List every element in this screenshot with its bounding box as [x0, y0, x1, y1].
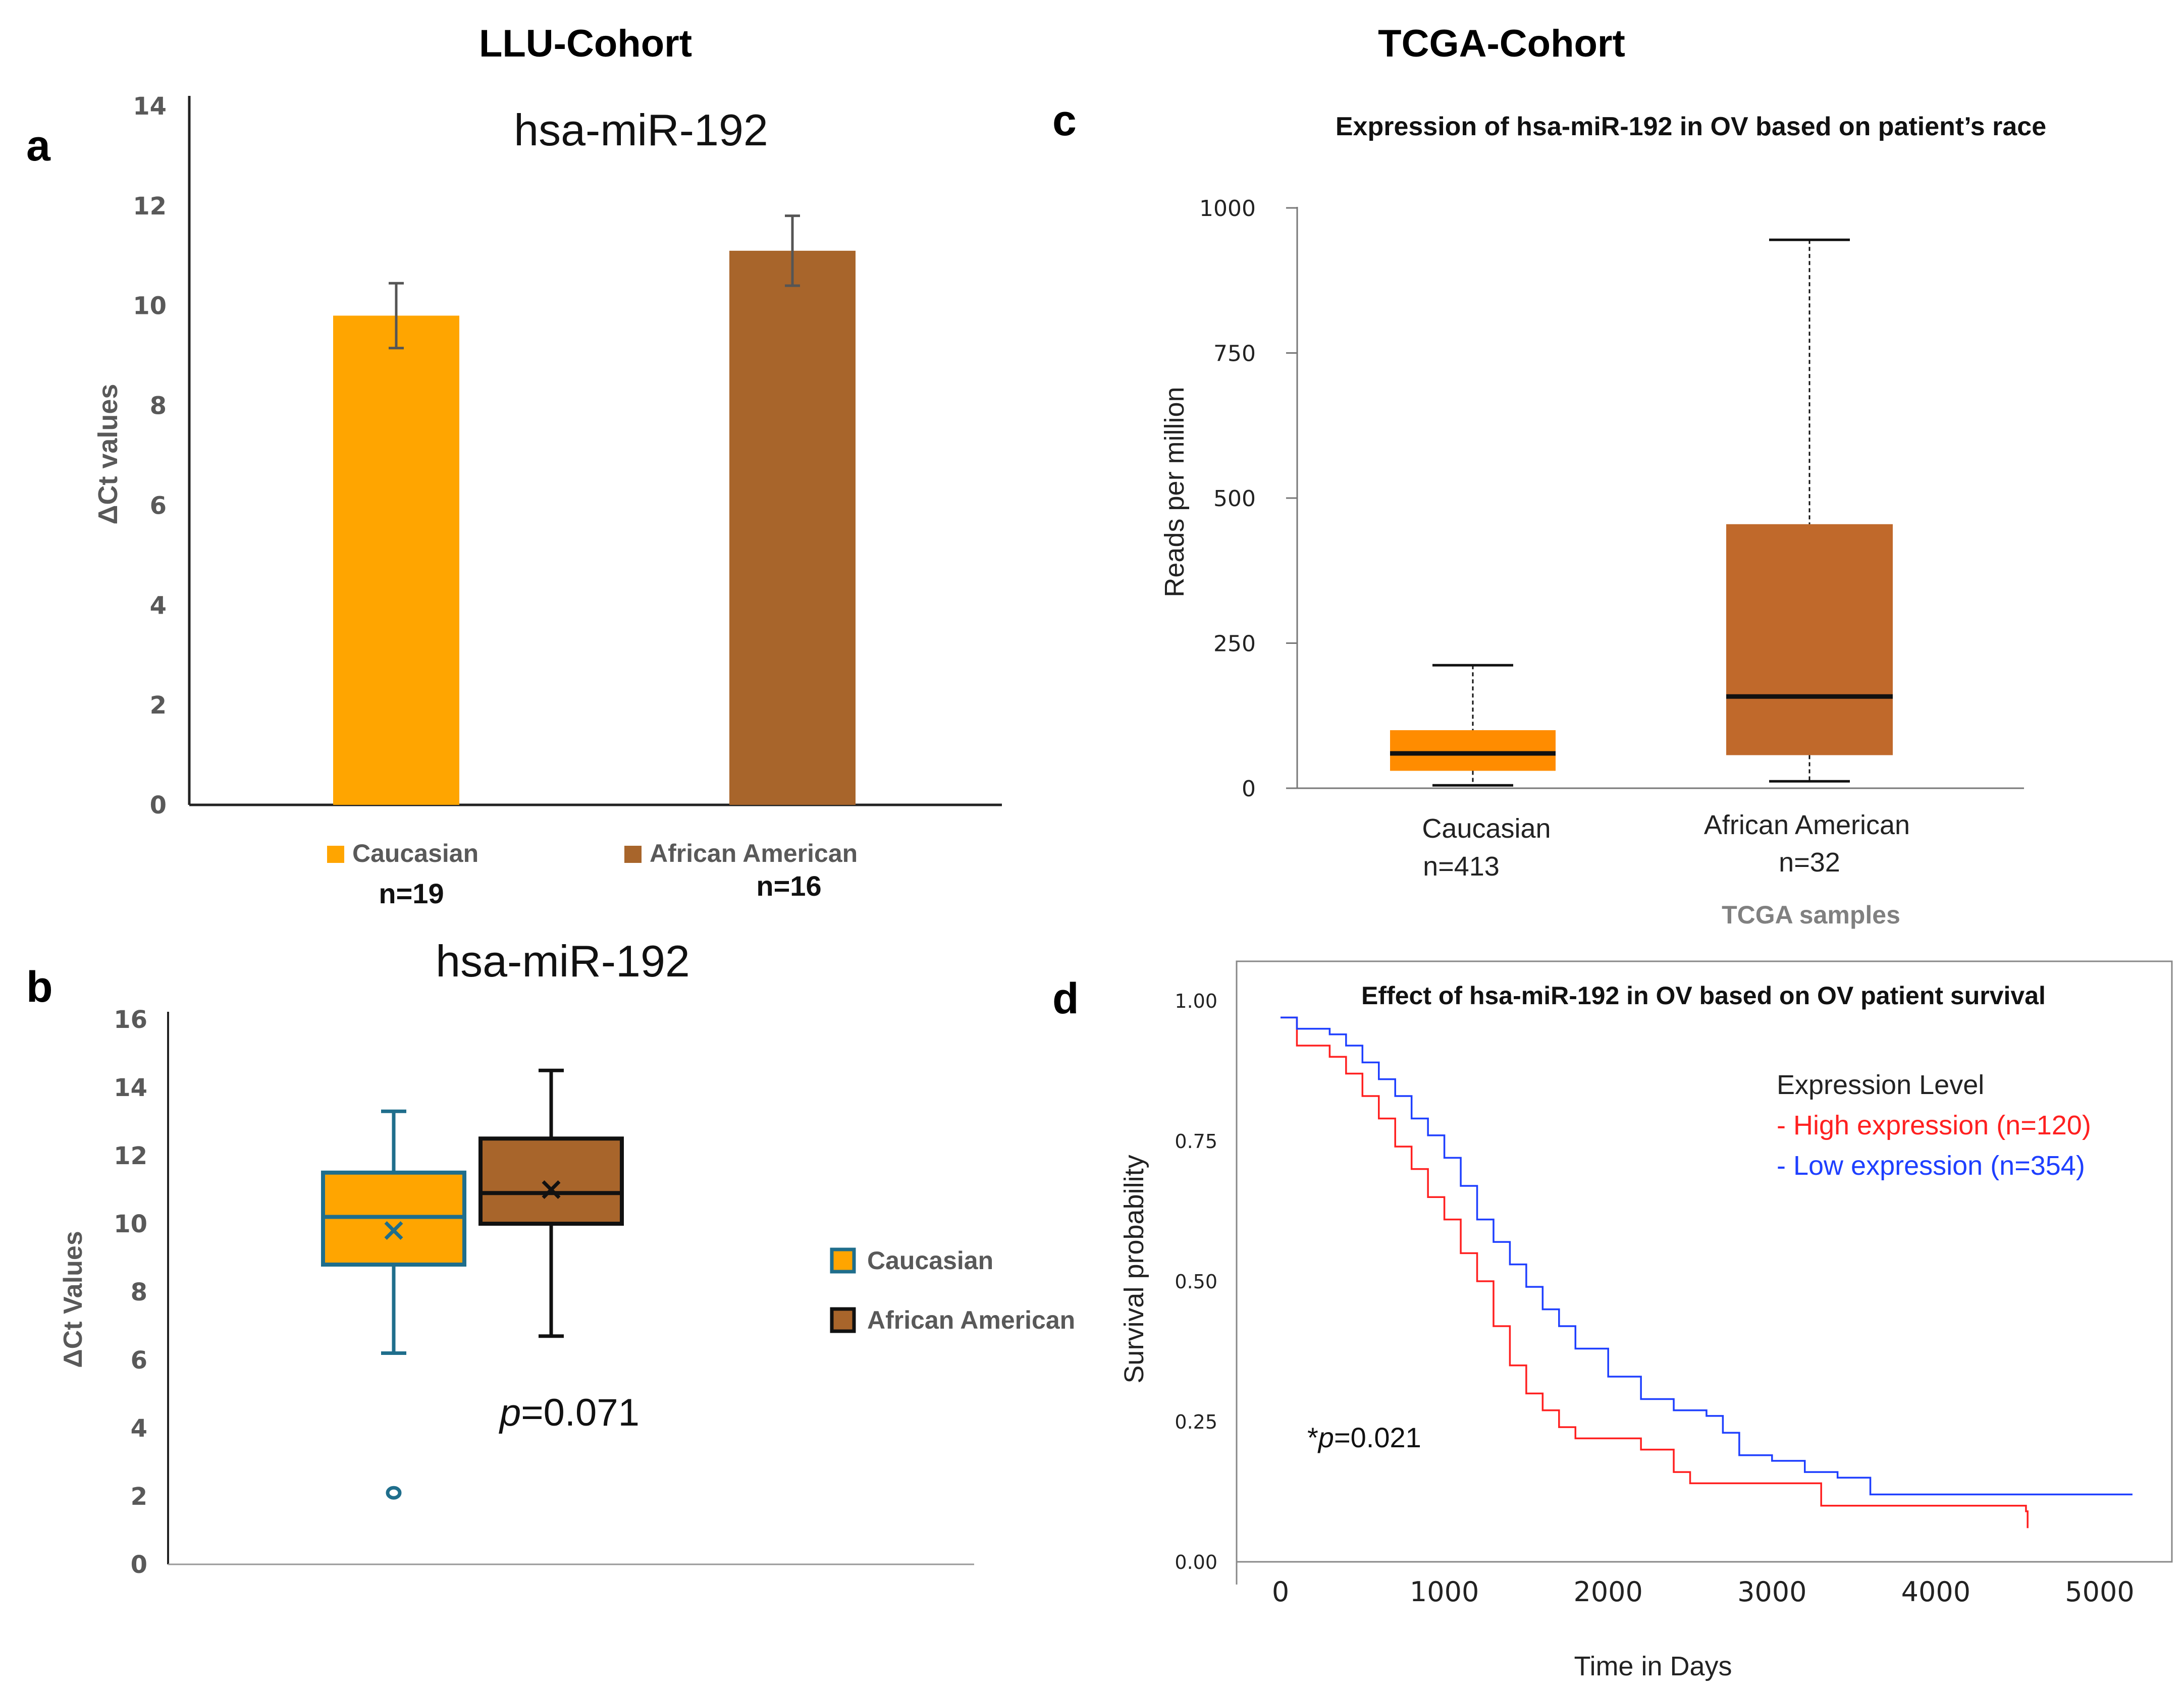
panel-d-line-chart: Effect of hsa-miR-192 in OV based on OV …	[1119, 960, 2173, 1681]
panel-a-ytick-label: 0	[150, 791, 167, 820]
panel-d-series-high-expression	[1281, 1016, 2029, 1529]
panel-b-mean-stroke	[384, 1221, 403, 1240]
panel-c-cat-african-american: African American	[1704, 810, 1910, 840]
panel-a-legend-swatch-african-american	[624, 846, 642, 863]
panel-a-n-african-american: n=16	[756, 870, 821, 902]
panel-d-pvalue-star: *	[1307, 1422, 1318, 1453]
panel-b-iqr-box	[478, 1136, 624, 1226]
panel-d-ylabel: Survival probability	[1119, 1155, 1149, 1383]
panel-a-legend-african-american: African American	[650, 839, 858, 867]
panel-b-pvalue-p: p	[499, 1391, 521, 1434]
panel-b-mean-marker	[384, 1221, 403, 1240]
panel-a-title: hsa-miR-192	[514, 105, 768, 155]
panel-label-a: a	[26, 122, 51, 170]
panel-b-ytick-label: 16	[114, 1006, 147, 1034]
panel-d-xtick-label: 1000	[1410, 1576, 1479, 1608]
panel-c-cat-caucasian: Caucasian	[1422, 813, 1551, 844]
panel-b-ytick-label: 14	[114, 1074, 147, 1102]
panel-d-ytick-label: 0.75	[1175, 1130, 1217, 1153]
panel-b-legend-swatch-caucasian	[830, 1247, 856, 1274]
panel-a-ytick-label: 2	[150, 691, 167, 720]
panel-label-b: b	[26, 963, 53, 1011]
panel-d-pvalue-value: =0.021	[1334, 1422, 1421, 1453]
panel-b-ytick-label: 4	[131, 1414, 147, 1443]
panel-b-ylabel: ΔCt Values	[59, 1231, 88, 1368]
panel-b-pvalue-value: =0.071	[521, 1391, 640, 1434]
panel-d-ytick-label: 0.25	[1175, 1411, 1217, 1433]
panel-c-ytick-label: 0	[1242, 776, 1256, 802]
panel-c-box-african-american	[1726, 238, 1893, 783]
panel-b-ytick-label: 0	[131, 1551, 147, 1579]
panel-b-outlier-point	[386, 1486, 402, 1500]
panel-d-pvalue: *p=0.021	[1307, 1422, 1421, 1453]
panel-label-c: c	[1052, 96, 1077, 145]
panel-b-mean-stroke	[542, 1180, 561, 1199]
panel-b-legend-swatch-african-american	[830, 1307, 856, 1333]
panel-label-d: d	[1052, 974, 1079, 1023]
panel-c-ytick-label: 1000	[1199, 196, 1256, 222]
panel-c-ytick-label: 250	[1213, 631, 1256, 657]
panel-b-box-african-american	[478, 1068, 624, 1338]
panel-c-iqr-box	[1390, 730, 1556, 771]
panel-d-ytick-label: 0.00	[1175, 1551, 1217, 1573]
panel-b-ytick-label: 10	[114, 1210, 147, 1238]
panel-b-ytick-label: 8	[131, 1278, 147, 1306]
panel-c-ylabel: Reads per million	[1159, 387, 1190, 597]
panel-a-ytick-label: 4	[150, 591, 167, 620]
panel-a-bar-african-american	[729, 250, 856, 805]
panel-d-xtick-label: 4000	[1901, 1576, 1970, 1608]
panel-d-ytick-label: 0.50	[1175, 1271, 1217, 1293]
panel-c-box-caucasian	[1390, 664, 1556, 787]
panel-b-box-chart: hsa-miR-192 ΔCt Values 0 2 4 6 8 10 12 14 16 Cau…	[59, 936, 1075, 1579]
panel-a-bar-caucasian	[333, 315, 459, 805]
panel-c-title: Expression of hsa-miR-192 in OV based on…	[1336, 112, 2046, 141]
header-tcga: TCGA-Cohort	[1378, 22, 1625, 65]
panel-d-xtick-label: 2000	[1573, 1576, 1642, 1608]
header-llu: LLU-Cohort	[479, 22, 692, 65]
panel-a-ytick-label: 12	[133, 192, 167, 221]
panel-b-ytick-label: 2	[131, 1483, 147, 1511]
panel-d-xtick-label: 3000	[1737, 1576, 1806, 1608]
panel-b-mean-marker	[542, 1180, 561, 1199]
panel-d-legend-high: - High expression (n=120)	[1777, 1110, 2091, 1140]
panel-c-n-african-american: n=32	[1779, 847, 1840, 878]
panel-b-ytick-label: 12	[114, 1142, 147, 1170]
panel-c-iqr-box	[1726, 524, 1893, 755]
panel-c-box-chart: Expression of hsa-miR-192 in OV based on…	[1159, 112, 2046, 929]
panel-a-errorbar-african-american	[785, 214, 800, 287]
panel-b-legend-african-american: African American	[867, 1306, 1075, 1334]
panel-a-legend-swatch-caucasian	[327, 846, 344, 863]
panel-a-ytick-label: 14	[133, 92, 167, 121]
panel-b-ytick-label: 6	[131, 1346, 147, 1375]
panel-c-n-caucasian: n=413	[1423, 851, 1500, 882]
panel-d-legend-low: - Low expression (n=354)	[1777, 1151, 2085, 1181]
panel-d-pvalue-p: p	[1317, 1422, 1334, 1453]
panel-d-xtick-label: 0	[1272, 1576, 1289, 1608]
panel-a-legend-caucasian: Caucasian	[352, 839, 478, 867]
panel-d-ytick-label: 1.00	[1175, 990, 1217, 1012]
panel-d-xtick-label: 5000	[2065, 1576, 2134, 1608]
panel-b-legend-caucasian: Caucasian	[867, 1246, 993, 1275]
panel-a-bar-chart: hsa-miR-192 ΔCt values 0 2 4 6 8 10 12 14 Cauca…	[93, 92, 1002, 909]
panel-b-box-caucasian	[321, 1109, 466, 1500]
panel-a-errorbar-caucasian	[389, 282, 404, 350]
panel-d-plot-frame	[1236, 960, 2173, 1563]
panel-a-ytick-label: 10	[133, 292, 167, 320]
panel-c-ytick-label: 750	[1213, 341, 1256, 367]
panel-b-pvalue: p=0.071	[499, 1391, 640, 1434]
panel-a-ytick-label: 8	[150, 392, 167, 420]
panel-a-n-caucasian: n=19	[379, 878, 444, 909]
panel-a-ytick-label: 6	[150, 492, 167, 520]
panel-d-xlabel: Time in Days	[1574, 1651, 1732, 1681]
panel-c-ytick-label: 500	[1213, 486, 1256, 512]
panel-a-ylabel: ΔCt values	[93, 384, 123, 525]
panel-b-title: hsa-miR-192	[436, 936, 690, 986]
panel-d-series-low-expression	[1281, 1016, 2133, 1496]
panel-c-xlabel: TCGA samples	[1722, 901, 1900, 929]
panel-d-legend-title: Expression Level	[1777, 1070, 1984, 1100]
panel-d-title: Effect of hsa-miR-192 in OV based on OV …	[1361, 981, 2046, 1010]
